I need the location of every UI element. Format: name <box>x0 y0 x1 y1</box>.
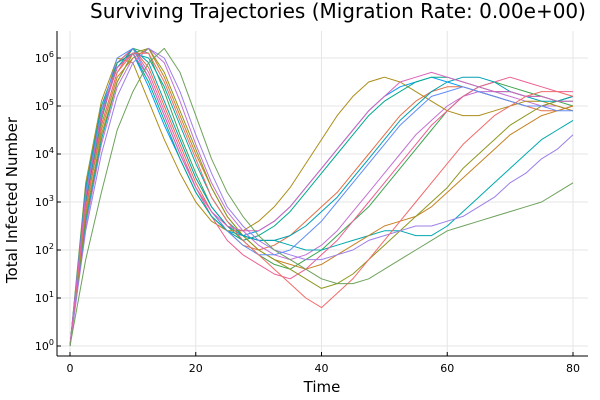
x-tick-label: 40 <box>315 362 329 375</box>
x-tick-label: 20 <box>189 362 203 375</box>
y-axis-label: Total Infected Number <box>3 116 21 284</box>
series-line-traj-10 <box>69 47 574 347</box>
y-tick-label: 103 <box>35 194 54 209</box>
grid <box>57 31 588 356</box>
y-tick-label: 101 <box>35 290 54 305</box>
y-tick-label: 105 <box>35 98 54 113</box>
series-line-traj-15 <box>69 52 573 347</box>
y-tick-label: 100 <box>35 338 54 353</box>
y-tick-label: 102 <box>35 242 54 257</box>
series-line-traj-16 <box>69 47 574 347</box>
series-line-traj-7 <box>69 47 573 347</box>
plot-frame <box>56 31 588 357</box>
y-ticks: 100 101 102 103 104 105 106 <box>35 50 61 353</box>
chart-title: Surviving Trajectories (Migration Rate: … <box>90 0 586 23</box>
series-line-traj-12 <box>69 47 574 347</box>
series-line-traj-5 <box>69 57 574 347</box>
series-line-traj-4 <box>69 47 574 347</box>
series-group <box>69 47 574 347</box>
x-tick-label: 60 <box>440 362 454 375</box>
series-line-traj-14 <box>69 52 574 347</box>
series-line-traj-6 <box>69 52 574 347</box>
x-ticks: 0 20 40 60 80 <box>67 352 580 375</box>
y-tick-label: 104 <box>35 146 54 161</box>
y-tick-label: 106 <box>35 50 54 65</box>
series-line-traj-11 <box>69 47 574 347</box>
x-axis-label: Time <box>303 378 341 396</box>
x-tick-label: 80 <box>566 362 580 375</box>
x-tick-label: 0 <box>67 362 74 375</box>
